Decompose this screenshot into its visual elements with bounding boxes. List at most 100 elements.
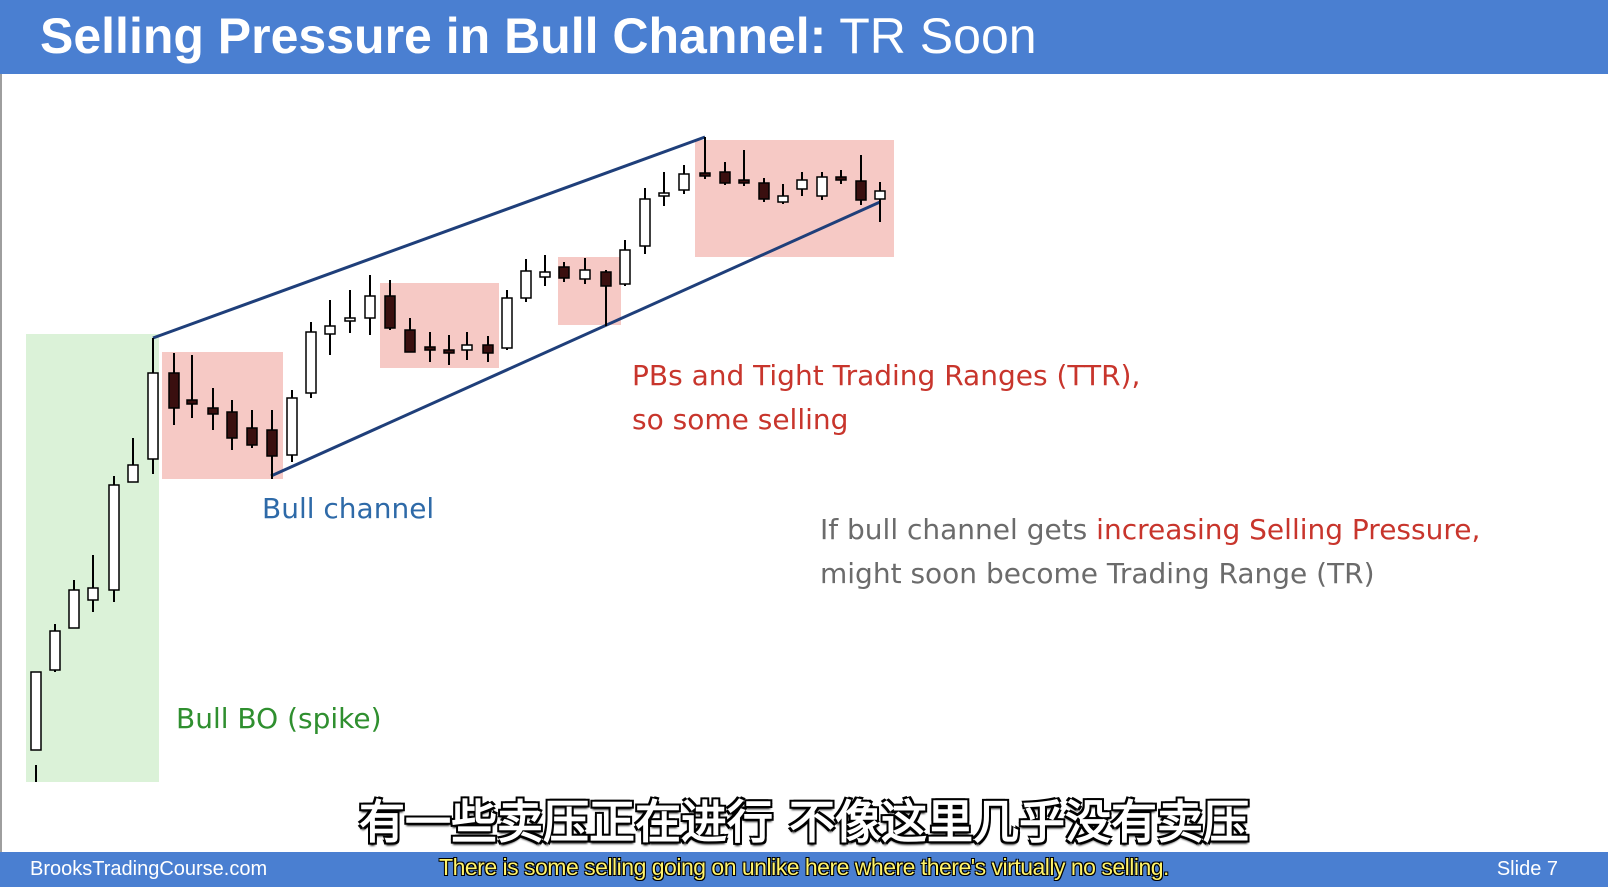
candle-body [619,249,631,285]
bull-candle [874,182,886,222]
bear-candle [719,162,731,185]
slide-title-main: Selling Pressure in Bull Channel: [40,8,827,64]
bear-candle [404,318,416,353]
bull-candle [678,165,690,194]
bear-candle [207,388,219,430]
channel-lower-line [270,200,881,478]
bear-candle [699,137,711,179]
candle-body [738,179,750,184]
bear-candle [558,262,570,282]
candle-body [266,429,278,457]
bear-candle [758,178,770,202]
channel-upper-line [152,135,706,340]
bull-candle [579,258,591,284]
candle-body [344,317,356,322]
bear-candle [443,335,455,365]
bear-candle [226,400,238,450]
candle-body [168,372,180,409]
candle-body [639,198,651,247]
bear-candle [168,353,180,425]
pbs-ttr-line-1: PBs and Tight Trading Ranges (TTR), [632,359,1141,392]
candle-body [364,295,376,319]
candle-body [482,344,494,354]
subtitle-chinese: 有一些卖压正在进行 不像这里几乎没有卖压 [358,795,1249,849]
candle-body [384,295,396,329]
bull-candle [344,290,356,333]
candle-body [404,329,416,353]
candle-body [796,179,808,190]
candle-body [87,587,99,601]
bull-candle [324,300,336,355]
candle-body [286,397,298,456]
bear-candle [835,170,847,184]
candle-body [461,344,473,351]
bull-candle [539,255,551,286]
footer-bar: BrooksTradingCourse.com Slide 7 [0,852,1608,887]
candle-body [226,411,238,439]
bull-candle [796,172,808,196]
candle-body [501,297,513,349]
selling-pressure-prefix: If bull channel gets [820,513,1097,546]
candle-body [49,630,61,671]
candle-body [520,270,532,299]
bull-candle [286,390,298,462]
title-bar: Selling Pressure in Bull Channel: TR Soo… [0,0,1608,74]
candles-group [30,137,886,782]
bear-candle [738,150,750,186]
selling-pressure-note: If bull channel gets increasing Selling … [820,508,1480,596]
candle-body [539,271,551,278]
candle-body [874,190,886,200]
bull-candle [619,240,631,286]
candle-body [678,173,690,191]
bull-candle [501,290,513,350]
bear-candle [424,332,436,362]
candle-body [855,180,867,201]
bear-candle [266,410,278,479]
bull-candle [68,580,80,629]
bull-candle [30,671,42,782]
bull-channel-label: Bull channel [262,492,435,525]
bull-bo-label: Bull BO (spike) [176,702,382,735]
candle-body [207,407,219,415]
bull-candle [305,322,317,398]
slide-title: Selling Pressure in Bull Channel: TR Soo… [40,4,1037,68]
bear-candle [186,355,198,418]
candle-body [816,176,828,197]
candle-body [147,372,159,460]
bull-candle [108,476,120,602]
bull-candle [147,338,159,474]
bear-candle [246,410,258,448]
footer-site-link[interactable]: BrooksTradingCourse.com [30,858,268,880]
candle-body [324,325,336,335]
bull-candle [658,172,670,206]
candle-body [68,589,80,629]
candle-body [579,269,591,280]
pullback-zone-1 [162,352,283,479]
candle-body [600,271,612,287]
selling-pressure-highlight: increasing Selling Pressure, [1096,513,1481,546]
bull-candle [639,188,651,254]
candle-body [699,172,711,177]
candle-body [108,484,120,591]
bull-candle [49,624,61,672]
candle-body [835,176,847,181]
candle-body [558,266,570,279]
candle-body [777,195,789,203]
bull-candle [364,275,376,335]
bull-candle [777,184,789,204]
bear-candle [482,336,494,362]
candle-body [30,671,42,751]
subtitle-english: There is some selling going on unlike he… [439,854,1169,880]
bull-candle [461,332,473,360]
candle-body [424,346,436,351]
bear-candle [600,270,612,326]
pbs-ttr-note: PBs and Tight Trading Ranges (TTR), so s… [632,354,1140,442]
bear-candle [855,155,867,205]
candle-body [719,171,731,184]
bull-candle [87,555,99,612]
bull-candle [520,259,532,302]
slide-left-edge [0,74,2,887]
candle-body [758,182,770,200]
pbs-ttr-line-2: so some selling [632,403,849,436]
bull-candle [127,438,139,483]
